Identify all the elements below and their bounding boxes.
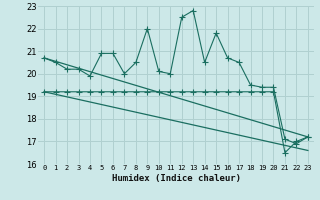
X-axis label: Humidex (Indice chaleur): Humidex (Indice chaleur) [111,174,241,183]
